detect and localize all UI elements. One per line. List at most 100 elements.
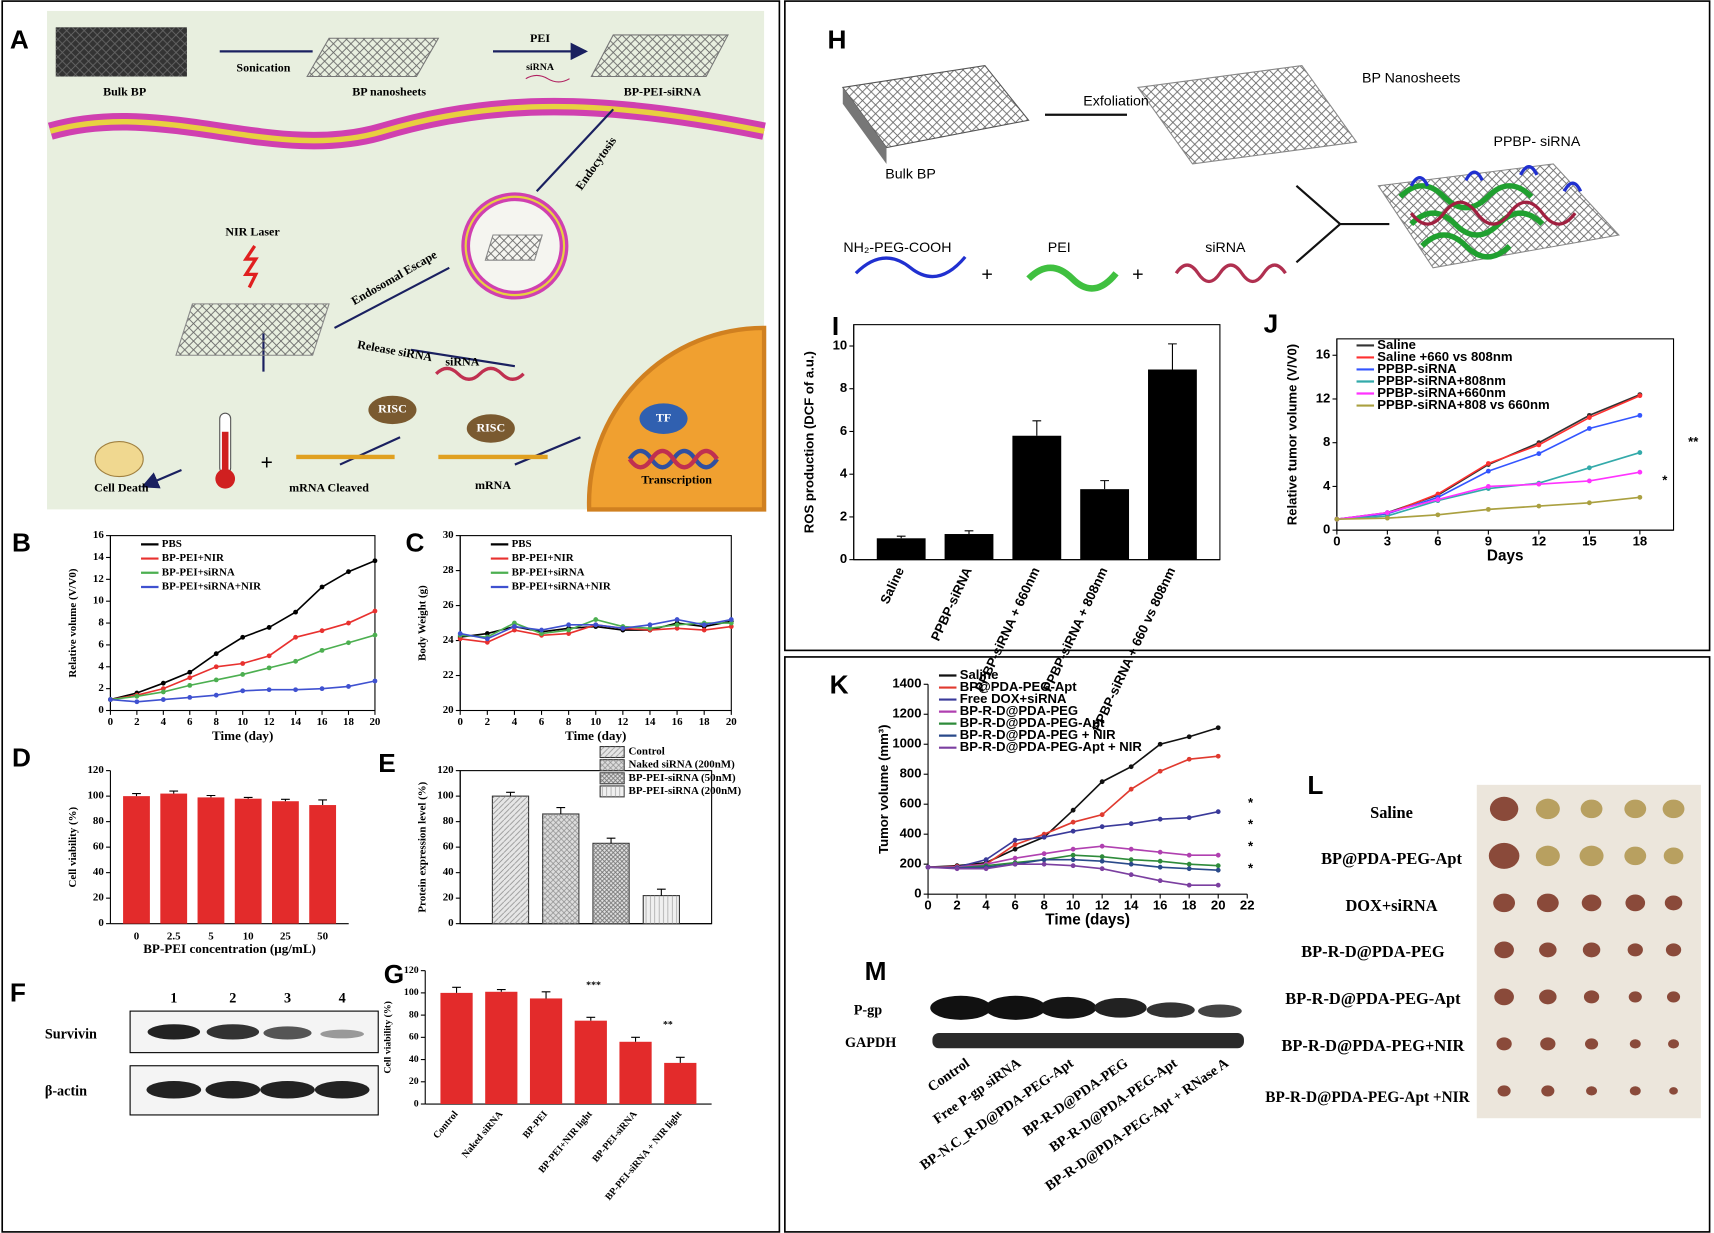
data-point xyxy=(1186,815,1192,821)
data-point xyxy=(213,651,219,657)
data-point xyxy=(1099,858,1105,864)
legend-label: Control xyxy=(629,746,665,758)
x-tick-label: 20 xyxy=(1211,898,1226,913)
tumor xyxy=(1627,943,1643,957)
legend-hatch xyxy=(600,772,625,784)
x-tick-label: 10 xyxy=(590,716,601,728)
error-bar xyxy=(318,799,328,806)
y-tick-label: 80 xyxy=(93,815,104,827)
data-point xyxy=(1215,753,1221,759)
data-point xyxy=(240,634,246,640)
tumor xyxy=(1666,991,1681,1003)
data-point xyxy=(293,658,298,664)
band xyxy=(314,1081,370,1099)
data-point xyxy=(647,625,653,631)
data-point xyxy=(1099,812,1105,818)
row-label: BP-R-D@PDA-PEG xyxy=(1301,942,1445,961)
data-point xyxy=(512,624,517,629)
data-point xyxy=(1099,779,1105,785)
tumor xyxy=(1536,893,1559,913)
data-point xyxy=(484,631,490,636)
legend-label: BP@PDA-PEG-Apt xyxy=(960,679,1078,694)
tumor xyxy=(1664,895,1683,911)
significance: * xyxy=(1248,795,1254,810)
data-point xyxy=(983,857,989,863)
y-tick-label: 400 xyxy=(900,826,922,841)
y-tick-label: 0 xyxy=(840,551,847,566)
tumor xyxy=(1581,894,1602,912)
tumor xyxy=(1579,845,1604,867)
bar xyxy=(1012,435,1062,560)
bulk-bp-lattice xyxy=(55,27,187,77)
y-tick-label: 60 xyxy=(93,841,104,853)
row-label: BP-R-D@PDA-PEG-Apt +NIR xyxy=(1265,1089,1470,1106)
data-point xyxy=(293,609,298,615)
data-point xyxy=(1637,393,1643,399)
y-tick-label: 200 xyxy=(900,856,922,871)
legend-label: Saline +660 vs 808nm xyxy=(1377,349,1512,364)
error-bar xyxy=(896,535,906,539)
tumor xyxy=(1583,990,1600,1004)
data-point xyxy=(372,558,378,564)
x-tick-label: 18 xyxy=(699,716,710,728)
data-point xyxy=(266,665,272,671)
data-point xyxy=(1586,465,1592,471)
data-point xyxy=(1012,846,1018,852)
x-tick-label: 25 xyxy=(280,930,291,942)
bulk-bp xyxy=(841,64,1030,149)
x-tick-label: BP-PEI xyxy=(521,1109,550,1141)
x-tick-label: 18 xyxy=(1633,534,1648,549)
data-point xyxy=(372,608,378,614)
x-axis-title: Time (days) xyxy=(1045,911,1130,928)
label: siRNA xyxy=(1205,240,1246,256)
data-point xyxy=(319,584,325,590)
data-point xyxy=(1128,786,1134,792)
y-tick-label: 0 xyxy=(414,1098,419,1109)
y-tick-label: 0 xyxy=(98,917,104,929)
significance: * xyxy=(1248,817,1254,832)
x-tick-label: 14 xyxy=(645,716,656,728)
row-label: P-gp xyxy=(854,1002,883,1018)
data-point xyxy=(728,624,734,629)
x-tick-label: 8 xyxy=(213,716,219,728)
data-point xyxy=(1128,764,1134,770)
legend-label: BP-R-D@PDA-PEG-Apt + NIR xyxy=(960,739,1143,754)
x-tick-label: 20 xyxy=(369,716,380,728)
x-tick-label: 10 xyxy=(1066,898,1081,913)
data-point xyxy=(1099,866,1105,872)
series-line xyxy=(1336,471,1641,521)
data-point xyxy=(1099,843,1105,849)
dead-cell xyxy=(94,441,144,478)
x-tick-label: 8 xyxy=(1040,898,1047,913)
error-bar xyxy=(606,837,616,844)
legend-label: Saline xyxy=(960,667,999,682)
data-point xyxy=(1215,863,1221,869)
error-bar xyxy=(1168,343,1177,370)
x-tick-label: 10 xyxy=(243,930,254,942)
label: + xyxy=(1132,264,1143,286)
data-point xyxy=(1435,497,1441,502)
lane-label: Free P-gp siRNA xyxy=(930,1055,1024,1128)
tumor xyxy=(1496,1037,1512,1051)
y-axis-title: Cell viability (%) xyxy=(67,806,79,887)
legend-label: PPBP-siRNA+808nm xyxy=(1377,373,1506,388)
significance: ** xyxy=(663,1020,673,1031)
legend-hatch xyxy=(600,759,625,771)
x-tick-label: 20 xyxy=(726,716,737,728)
panel-label: A xyxy=(10,24,29,54)
diagram-a: Bulk BP Sonication BP nanosheets PEI siR… xyxy=(47,10,767,512)
x-tick-label: 0 xyxy=(924,898,931,913)
data-point xyxy=(160,689,166,695)
band xyxy=(932,1032,1244,1049)
data-point xyxy=(213,692,219,698)
data-point xyxy=(1215,867,1221,873)
tumor xyxy=(1539,942,1557,958)
x-tick-label: 5 xyxy=(208,930,214,942)
legend-label: BP-PEI+NIR xyxy=(512,552,574,564)
x-tick-label: 4 xyxy=(161,716,167,728)
error-bar xyxy=(541,991,551,999)
bar xyxy=(272,801,299,924)
sirna-icon xyxy=(525,74,570,83)
data-point xyxy=(213,677,219,683)
